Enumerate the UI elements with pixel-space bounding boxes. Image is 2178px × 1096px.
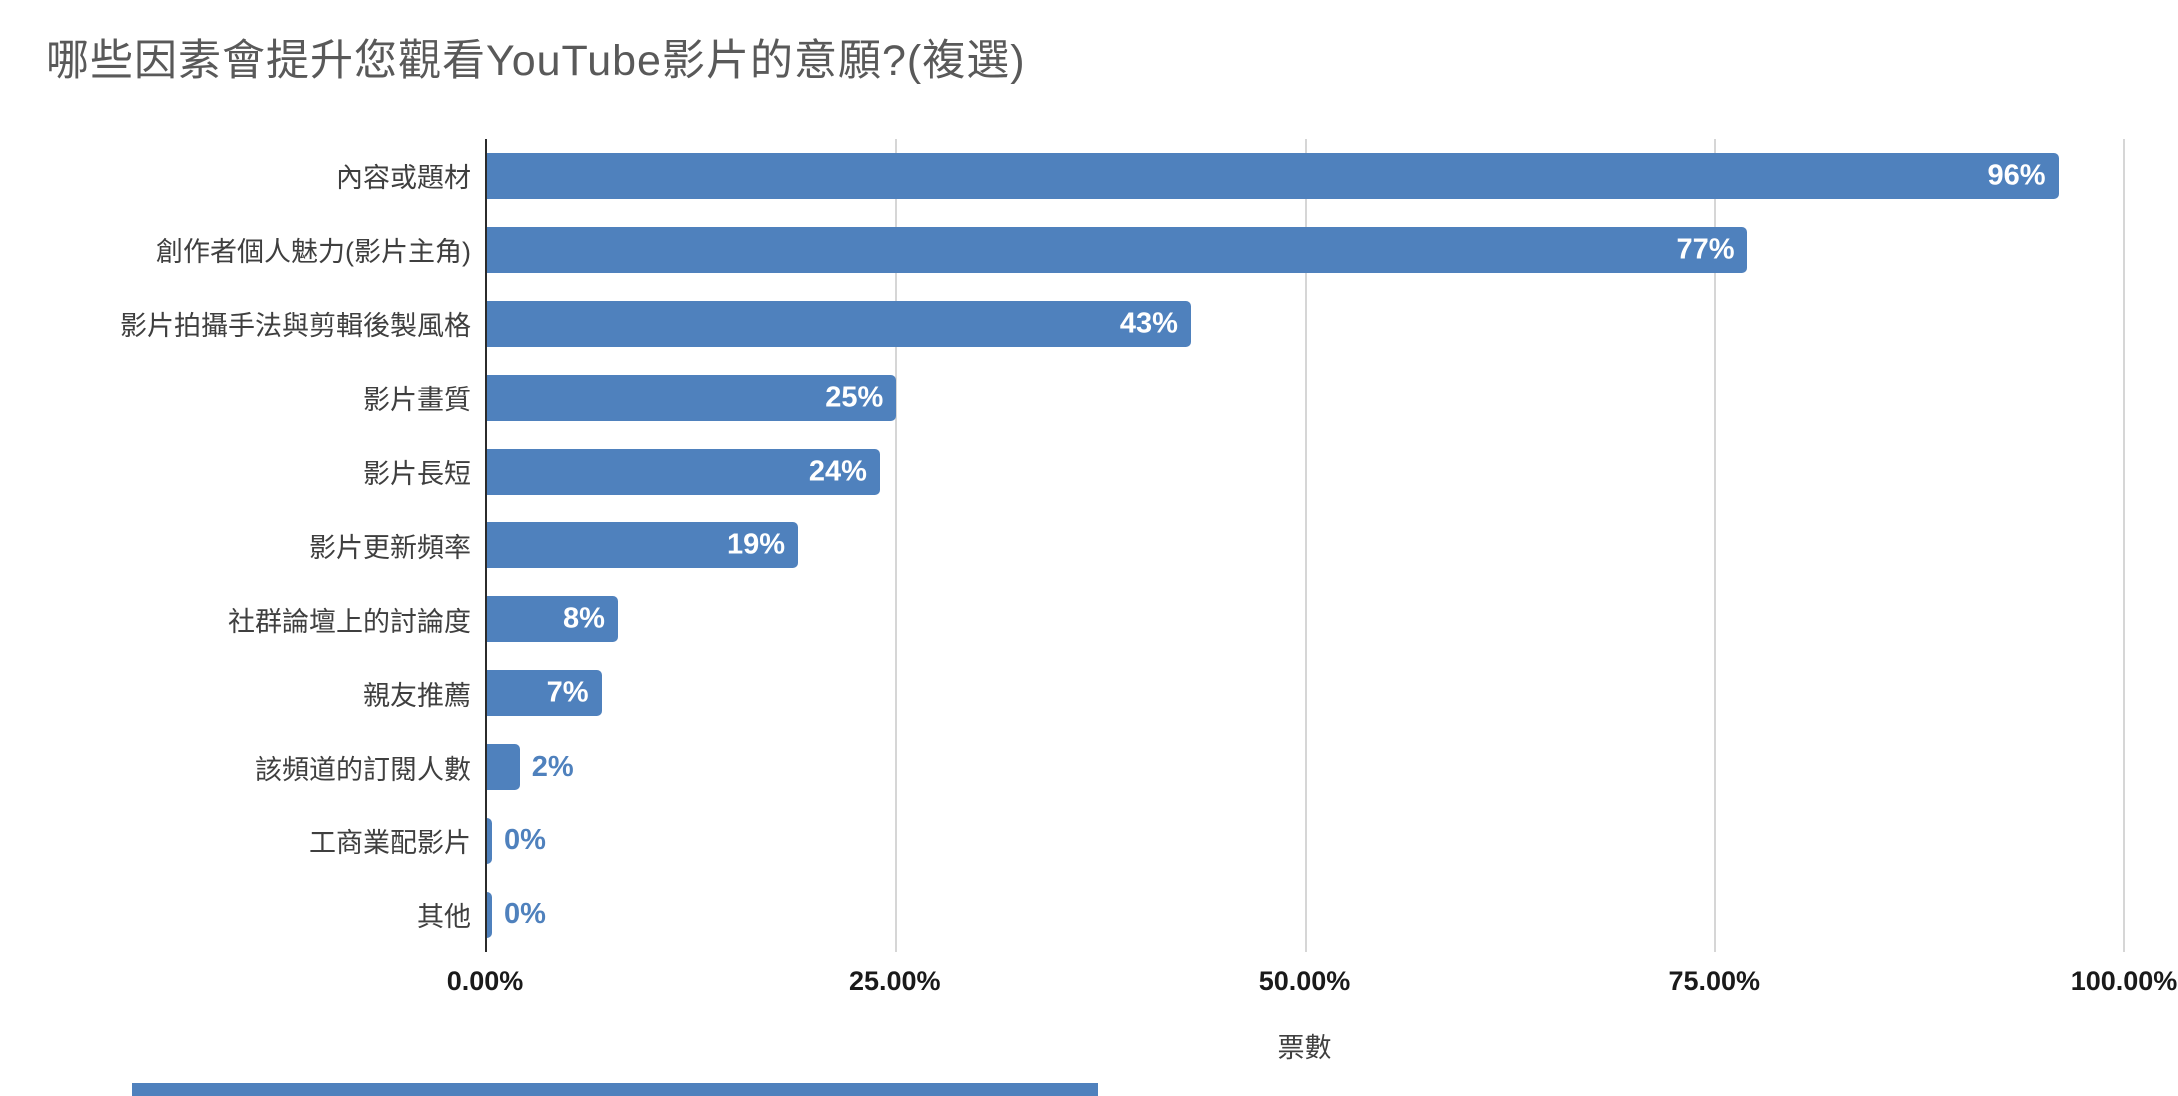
plot-area: 內容或題材 96% 創作者個人魅力(影片主角) 77% 影片拍攝手法與剪輯後製風格 43%…	[120, 139, 2125, 952]
gridline	[895, 139, 898, 952]
category-label: 親友推薦	[363, 680, 471, 711]
category-label: 工商業配影片	[309, 828, 471, 859]
bar: 96%	[487, 152, 2059, 199]
value-label: 8%	[563, 602, 605, 635]
category-label: 社群論壇上的討論度	[228, 606, 471, 637]
bar-row: 其他 0%	[417, 878, 2124, 952]
bar: 77%	[487, 226, 1748, 273]
bar-row: 影片長短 24%	[363, 435, 2124, 509]
value-label: 43%	[1119, 307, 1178, 340]
x-tick-label: 75.00%	[1668, 966, 1761, 996]
bar: 19%	[487, 522, 799, 569]
bar: 24%	[487, 448, 880, 495]
x-tick-label: 0.00%	[446, 966, 524, 996]
bar: 8%	[487, 596, 618, 643]
bar-row: 該頻道的訂閱人數 2%	[255, 730, 2124, 804]
bar: 7%	[487, 670, 602, 717]
value-label: 77%	[1676, 233, 1735, 266]
x-axis-title: 票數	[1277, 1033, 1332, 1063]
bar	[487, 817, 492, 864]
x-tick-label: 25.00%	[848, 966, 941, 996]
category-label: 該頻道的訂閱人數	[255, 754, 471, 785]
gridline	[1304, 139, 1307, 952]
next-chart-partial-bar	[132, 1083, 1098, 1096]
chart-title: 哪些因素會提升您觀看YouTube影片的意願?(複選)	[46, 37, 1026, 85]
category-label: 創作者個人魅力(影片主角)	[156, 237, 471, 268]
bar: 25%	[487, 374, 897, 421]
bar-row: 影片拍攝手法與剪輯後製風格 43%	[120, 287, 2124, 361]
category-label: 影片畫質	[363, 385, 471, 416]
value-label: 7%	[546, 676, 589, 709]
value-label: 25%	[825, 381, 884, 414]
bar-row: 內容或題材 96%	[336, 139, 2124, 213]
value-label: 96%	[1987, 159, 2046, 192]
bar: 43%	[487, 300, 1191, 347]
category-label: 影片更新頻率	[309, 532, 471, 563]
gridline	[1713, 139, 1716, 952]
value-label: 24%	[808, 455, 867, 487]
x-axis-ticks: 0.00% 25.00% 50.00% 75.00% 100.00%	[447, 952, 2178, 1000]
value-label: 19%	[726, 528, 786, 561]
value-label: 0%	[504, 824, 546, 857]
value-label: 0%	[504, 898, 546, 931]
category-label: 內容或題材	[336, 163, 471, 194]
value-label: 2%	[531, 750, 574, 783]
bar-row: 影片畫質 25%	[363, 361, 2124, 435]
category-label: 影片長短	[363, 459, 471, 489]
bar-row: 創作者個人魅力(影片主角) 77%	[156, 213, 2124, 287]
bar-row: 社群論壇上的討論度 8%	[228, 582, 2124, 656]
bar-row: 影片更新頻率 19%	[309, 508, 2124, 582]
bar-chart: 內容或題材 96% 創作者個人魅力(影片主角) 77% 影片拍攝手法與剪輯後製風格 43%…	[120, 139, 2178, 1065]
category-label: 影片拍攝手法與剪輯後製風格	[120, 311, 471, 342]
x-tick-label: 100.00%	[2070, 966, 2178, 996]
bar-row: 親友推薦 7%	[363, 656, 2124, 730]
gridline	[2123, 139, 2125, 952]
bar	[487, 891, 492, 938]
bar	[487, 744, 520, 791]
bar-row: 工商業配影片 0%	[309, 804, 2124, 878]
category-label: 其他	[417, 902, 471, 933]
x-tick-label: 50.00%	[1258, 966, 1351, 996]
